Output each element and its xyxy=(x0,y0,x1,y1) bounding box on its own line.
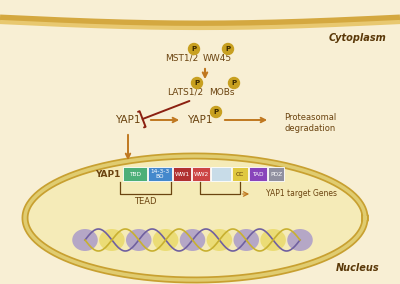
FancyBboxPatch shape xyxy=(173,167,191,181)
Text: MST1/2: MST1/2 xyxy=(165,53,199,62)
FancyBboxPatch shape xyxy=(148,167,172,181)
FancyBboxPatch shape xyxy=(211,167,231,181)
Ellipse shape xyxy=(287,229,313,251)
Text: YAP1: YAP1 xyxy=(115,115,141,125)
Text: WW2: WW2 xyxy=(193,172,209,176)
Polygon shape xyxy=(25,156,365,280)
Text: P: P xyxy=(214,109,218,115)
Text: P: P xyxy=(194,80,200,86)
Text: TBD: TBD xyxy=(129,172,141,176)
FancyBboxPatch shape xyxy=(268,167,284,181)
FancyBboxPatch shape xyxy=(123,167,147,181)
Text: WW45: WW45 xyxy=(202,53,232,62)
Ellipse shape xyxy=(153,229,178,251)
Ellipse shape xyxy=(72,229,98,251)
Ellipse shape xyxy=(207,229,232,251)
Ellipse shape xyxy=(260,229,286,251)
Text: 14-3-3
BD: 14-3-3 BD xyxy=(150,169,170,179)
FancyBboxPatch shape xyxy=(249,167,267,181)
Text: Proteasomal: Proteasomal xyxy=(284,112,336,122)
Text: WW1: WW1 xyxy=(174,172,190,176)
Text: YAP1: YAP1 xyxy=(187,115,213,125)
Text: LATS1/2: LATS1/2 xyxy=(167,87,203,97)
Text: Nucleus: Nucleus xyxy=(336,263,380,273)
Circle shape xyxy=(188,43,200,55)
Circle shape xyxy=(228,78,240,89)
Ellipse shape xyxy=(234,229,259,251)
Text: PDZ: PDZ xyxy=(270,172,282,176)
Circle shape xyxy=(222,43,234,55)
Ellipse shape xyxy=(99,229,125,251)
FancyBboxPatch shape xyxy=(232,167,248,181)
Text: TAD: TAD xyxy=(252,172,264,176)
Text: Cytoplasm: Cytoplasm xyxy=(329,33,387,43)
Text: YAP1: YAP1 xyxy=(95,170,121,179)
Ellipse shape xyxy=(126,229,152,251)
Text: P: P xyxy=(226,46,230,52)
Circle shape xyxy=(192,78,202,89)
Text: YAP1 target Genes: YAP1 target Genes xyxy=(266,189,338,199)
Circle shape xyxy=(210,106,222,118)
FancyBboxPatch shape xyxy=(192,167,210,181)
Text: CC: CC xyxy=(236,172,244,176)
Text: degradation: degradation xyxy=(284,124,336,133)
Text: P: P xyxy=(192,46,196,52)
Text: TEAD: TEAD xyxy=(134,197,156,206)
Text: MOBs: MOBs xyxy=(209,87,235,97)
Ellipse shape xyxy=(180,229,205,251)
Text: P: P xyxy=(232,80,236,86)
